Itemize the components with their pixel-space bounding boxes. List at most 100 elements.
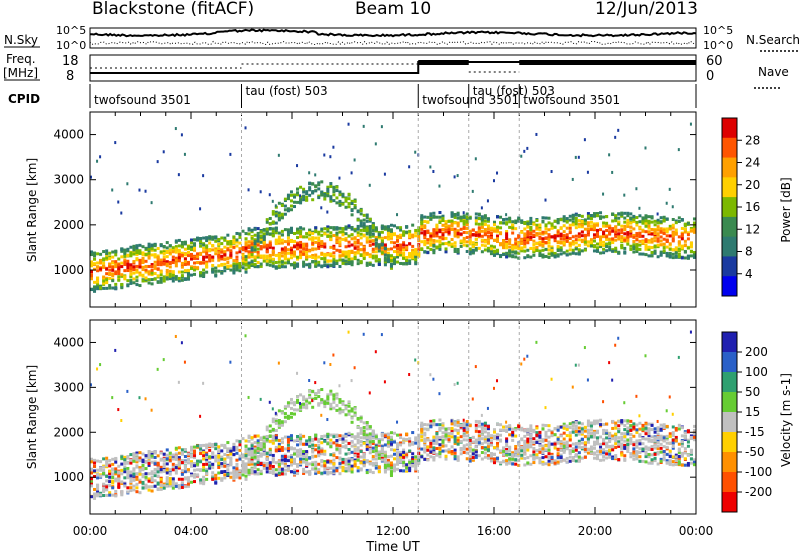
power-cell — [293, 261, 297, 265]
power-cell — [414, 260, 418, 264]
power-cell — [496, 227, 500, 231]
power-cell — [499, 253, 503, 257]
velocity-cell — [250, 467, 254, 471]
velocity-cell — [359, 443, 363, 447]
power-cell — [247, 261, 251, 265]
power-cell — [326, 265, 330, 269]
power-cell — [311, 260, 315, 264]
power-cell — [580, 234, 584, 238]
power-cell — [147, 256, 151, 260]
velocity-cell — [180, 452, 184, 456]
power-cell — [305, 263, 309, 267]
power-cell — [529, 235, 533, 239]
power-cell — [344, 236, 348, 240]
power-cell — [405, 244, 409, 248]
velocity-cell — [199, 414, 202, 418]
velocity-cell — [338, 384, 341, 388]
power-cell — [596, 242, 600, 246]
power-cell — [565, 233, 569, 237]
power-cell — [668, 227, 672, 231]
velocity-cell — [229, 360, 232, 364]
power-cell — [320, 257, 324, 261]
power-cell — [293, 250, 297, 254]
velocity-cell — [135, 490, 139, 494]
power-cell — [314, 264, 318, 268]
velocity-cell — [383, 457, 387, 461]
velocity-cell — [253, 441, 257, 445]
power-cell — [496, 225, 500, 229]
velocity-cell — [371, 442, 375, 446]
velocity-cell — [168, 468, 172, 472]
velocity-cell — [326, 393, 330, 397]
power-cell — [311, 254, 315, 258]
power-cell — [123, 275, 127, 279]
power-cell — [293, 245, 297, 249]
velocity-cell — [174, 334, 177, 338]
power-cell — [96, 285, 100, 289]
power-colorbar-label: Power [dB] — [779, 177, 793, 242]
power-cell — [268, 263, 272, 267]
power-cell — [492, 229, 496, 233]
velocity-cell — [329, 392, 333, 396]
power-cell — [680, 232, 684, 236]
velocity-cell — [326, 442, 330, 446]
velocity-cell — [196, 473, 200, 477]
velocity-cell — [186, 482, 190, 486]
power-cell — [353, 246, 357, 250]
velocity-cell — [308, 393, 312, 397]
power-cell — [562, 224, 566, 228]
power-cell — [374, 255, 378, 259]
power-cell — [205, 244, 209, 248]
nsky-tick-top-right: 10^5 — [703, 24, 733, 37]
power-cell — [623, 232, 627, 236]
velocity-cell — [199, 469, 203, 473]
power-cell — [256, 255, 260, 259]
power-cell — [353, 227, 357, 231]
power-cell — [423, 224, 427, 228]
velocity-cell — [105, 461, 109, 465]
power-cell — [196, 261, 200, 265]
power-cell — [311, 231, 315, 235]
power-cell — [335, 248, 339, 252]
power-cell — [402, 256, 406, 260]
velocity-cell — [338, 456, 342, 460]
velocity-cell — [114, 468, 118, 472]
power-cell — [538, 232, 542, 236]
power-cell — [517, 251, 521, 255]
power-cell — [496, 237, 500, 241]
power-cell — [293, 193, 297, 197]
power-cell — [147, 270, 151, 274]
power-cell — [596, 214, 600, 218]
power-cell — [423, 230, 427, 234]
velocity-cell — [217, 465, 221, 469]
power-cell — [144, 246, 148, 250]
velocity-cell — [396, 460, 400, 464]
power-cell — [538, 249, 542, 253]
power-cell — [211, 270, 215, 274]
power-cell — [486, 217, 490, 221]
power-cell — [311, 236, 315, 240]
power-cell — [350, 199, 354, 203]
power-cell — [644, 215, 648, 219]
power-cell — [244, 126, 247, 130]
power-cell — [259, 230, 263, 234]
power-cell — [520, 238, 524, 242]
power-cell — [96, 269, 100, 273]
power-cell — [332, 255, 336, 259]
velocity-cell — [247, 473, 251, 477]
velocity-cell — [371, 436, 375, 440]
velocity-cell — [268, 464, 272, 468]
power-cell — [641, 220, 645, 224]
power-cell — [462, 240, 466, 244]
velocity-cell — [380, 433, 384, 437]
velocity-cell — [183, 455, 187, 459]
power-cell — [299, 194, 302, 198]
power-cell — [420, 220, 424, 224]
velocity-cell — [217, 445, 221, 449]
power-cell — [538, 223, 542, 227]
power-cell — [283, 249, 287, 253]
velocity-cell — [126, 389, 129, 393]
velocity-cell — [286, 401, 290, 405]
velocity-cell — [332, 462, 336, 466]
velocity-cell — [105, 463, 109, 467]
